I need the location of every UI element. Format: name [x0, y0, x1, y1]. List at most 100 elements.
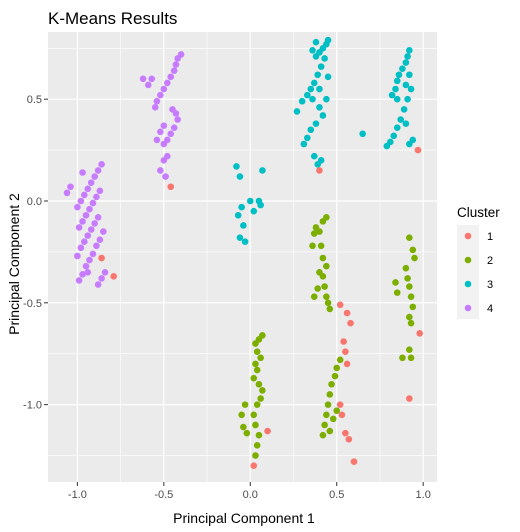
data-point-cluster-4 [79, 169, 86, 176]
data-point-cluster-1 [343, 309, 351, 317]
data-point-cluster-2 [243, 429, 251, 437]
data-point-cluster-1 [340, 338, 347, 345]
data-point-cluster-3 [307, 126, 315, 134]
data-point-cluster-4 [101, 268, 109, 276]
data-point-cluster-2 [406, 313, 413, 321]
data-point-cluster-1 [338, 411, 346, 419]
data-point-cluster-2 [402, 264, 410, 272]
data-point-cluster-4 [151, 104, 159, 111]
data-point-cluster-3 [399, 65, 406, 72]
data-point-cluster-4 [84, 268, 92, 276]
minor-gridlines [48, 32, 437, 482]
data-point-cluster-4 [160, 85, 168, 93]
data-point-cluster-2 [309, 242, 316, 250]
y-axis: -1.0 -0.5 0.0 0.5 [23, 94, 48, 412]
data-point-cluster-2 [252, 340, 259, 347]
data-point-cluster-4 [77, 197, 85, 205]
x-tick-label: -1.0 [68, 489, 87, 501]
data-point-cluster-3 [246, 197, 254, 205]
data-point-cluster-2 [316, 228, 323, 235]
data-point-cluster-2 [240, 423, 247, 431]
data-point-cluster-4 [148, 75, 156, 83]
data-point-cluster-1 [342, 348, 349, 355]
data-point-cluster-2 [326, 391, 334, 398]
data-point-cluster-2 [407, 293, 415, 301]
data-point-cluster-4 [157, 128, 164, 136]
data-point-cluster-4 [94, 167, 102, 174]
data-point-cluster-3 [304, 134, 311, 142]
data-point-cluster-4 [100, 228, 107, 235]
data-point-cluster-2 [407, 354, 415, 362]
legend-label-cluster-1: 1 [487, 231, 493, 243]
data-point-cluster-2 [406, 234, 413, 241]
data-point-cluster-3 [259, 167, 266, 174]
data-point-cluster-3 [238, 203, 245, 211]
data-point-cluster-4 [96, 236, 104, 243]
data-point-cluster-3 [404, 95, 411, 103]
data-point-cluster-3 [317, 63, 325, 70]
y-tick-label: 0.0 [27, 196, 42, 208]
data-point-cluster-2 [319, 273, 327, 280]
legend-label-cluster-2: 2 [487, 255, 493, 267]
data-point-cluster-4 [89, 250, 97, 258]
data-point-cluster-1 [316, 167, 323, 174]
data-point-cluster-2 [250, 411, 258, 419]
data-point-cluster-2 [314, 285, 322, 292]
data-point-cluster-1 [406, 395, 413, 402]
data-point-cluster-3 [388, 91, 396, 99]
data-point-cluster-4 [81, 238, 88, 246]
data-point-cluster-4 [74, 203, 81, 211]
data-point-cluster-2 [326, 305, 334, 313]
data-point-cluster-3 [393, 77, 401, 85]
data-point-cluster-4 [84, 232, 92, 239]
x-tick-label: 0.0 [243, 489, 258, 501]
data-point-cluster-1 [110, 273, 117, 280]
data-point-cluster-4 [86, 256, 93, 264]
data-point-cluster-3 [312, 38, 320, 46]
data-point-cluster-4 [94, 213, 102, 221]
data-point-cluster-4 [67, 183, 74, 191]
data-point-cluster-4 [87, 226, 95, 233]
data-point-cluster-4 [160, 122, 168, 129]
data-point-cluster-1 [336, 401, 344, 408]
data-point-cluster-3 [404, 53, 411, 60]
data-point-cluster-4 [163, 79, 171, 87]
data-point-cluster-3 [316, 104, 323, 111]
data-point-cluster-4 [84, 185, 92, 193]
data-point-cluster-4 [86, 205, 93, 213]
data-point-cluster-2 [255, 380, 263, 388]
data-point-cluster-4 [79, 218, 86, 225]
data-point-cluster-1 [342, 429, 349, 437]
data-point-cluster-4 [170, 67, 178, 74]
data-point-cluster-2 [324, 299, 332, 307]
data-point-cluster-3 [316, 85, 323, 93]
data-point-cluster-3 [257, 201, 264, 209]
data-point-cluster-3 [236, 173, 244, 180]
data-point-cluster-4 [170, 124, 178, 132]
data-point-cluster-2 [331, 372, 339, 380]
data-point-cluster-1 [414, 146, 422, 154]
legend-key-background [457, 225, 479, 319]
data-point-cluster-4 [82, 262, 90, 270]
data-point-cluster-4 [174, 116, 181, 123]
legend-label-cluster-3: 3 [487, 279, 493, 291]
data-point-cluster-3 [395, 71, 403, 79]
data-point-cluster-2 [323, 213, 330, 221]
data-point-cluster-2 [336, 356, 344, 364]
data-point-cluster-3 [300, 140, 308, 148]
data-point-cluster-3 [314, 161, 322, 168]
data-point-cluster-3 [400, 106, 408, 113]
data-point-cluster-4 [157, 91, 164, 99]
data-point-cluster-2 [393, 289, 401, 296]
data-point-cluster-3 [298, 97, 306, 105]
data-point-cluster-2 [257, 354, 264, 362]
data-point-cluster-3 [309, 95, 316, 103]
data-points [63, 36, 424, 470]
data-point-cluster-4 [172, 61, 180, 68]
data-point-cluster-3 [324, 73, 332, 81]
legend-title: Cluster [457, 205, 500, 220]
data-point-cluster-3 [390, 132, 398, 140]
data-point-cluster-4 [160, 156, 168, 164]
data-point-cluster-2 [323, 411, 330, 419]
data-point-cluster-2 [252, 360, 259, 368]
